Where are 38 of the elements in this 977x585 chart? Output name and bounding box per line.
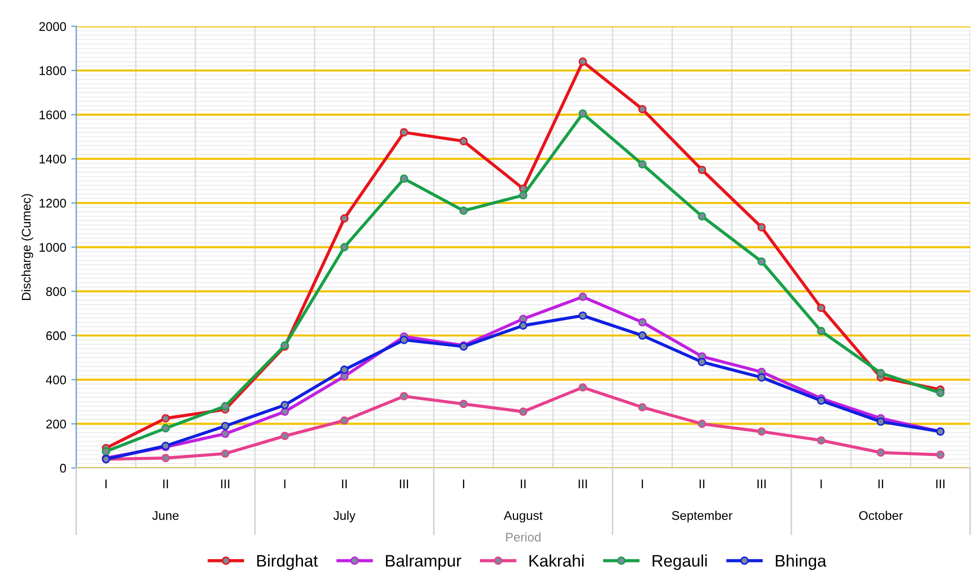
x-tick-label: III <box>578 480 587 488</box>
text: September <box>672 510 732 522</box>
x-tick-label: II <box>520 480 526 488</box>
x-tick-label: I <box>105 480 107 488</box>
y-axis-title: Discharge (Cumec) <box>21 194 34 300</box>
x-tick-label: I <box>284 480 286 488</box>
y-tick-label: 1200 <box>40 198 66 208</box>
x-tick-label: II <box>878 480 884 488</box>
text: July <box>333 510 356 522</box>
y-tick-label: 600 <box>46 331 66 340</box>
legend-label: Bhinga <box>776 554 826 570</box>
y-tick-label: 1800 <box>40 66 66 76</box>
y-tick-label: 2000 <box>39 22 66 31</box>
y-tick-label: 400 <box>46 375 66 384</box>
x-tick-label: II <box>342 480 347 488</box>
x-tick-label: II <box>700 480 704 488</box>
text: October <box>859 510 903 520</box>
legend-label: Regauli <box>652 554 707 570</box>
x-tick-label: III <box>936 480 944 488</box>
y-tick-label: 800 <box>46 287 66 296</box>
y-tick-label: 1400 <box>40 154 66 164</box>
x-tick-label: I <box>642 480 643 488</box>
x-tick-label: III <box>758 480 766 488</box>
y-tick-label: 200 <box>46 420 66 428</box>
x-tick-label: I <box>463 480 464 488</box>
x-tick-label: I <box>820 480 822 488</box>
text: June <box>152 511 179 520</box>
y-tick-label: 1000 <box>40 242 66 252</box>
x-axis-title: Period <box>506 532 540 542</box>
y-tick-label: 0 <box>60 464 66 473</box>
x-tick-label: II <box>163 480 168 488</box>
x-tick-label: III <box>221 480 230 488</box>
legend-label: Balrampur <box>386 554 462 570</box>
legend-label: Kakrahi <box>530 554 584 567</box>
y-tick-label: 1600 <box>40 110 66 120</box>
text: August <box>504 511 543 522</box>
legend-label: Birdghat <box>257 554 318 570</box>
x-tick-label: III <box>400 480 408 488</box>
